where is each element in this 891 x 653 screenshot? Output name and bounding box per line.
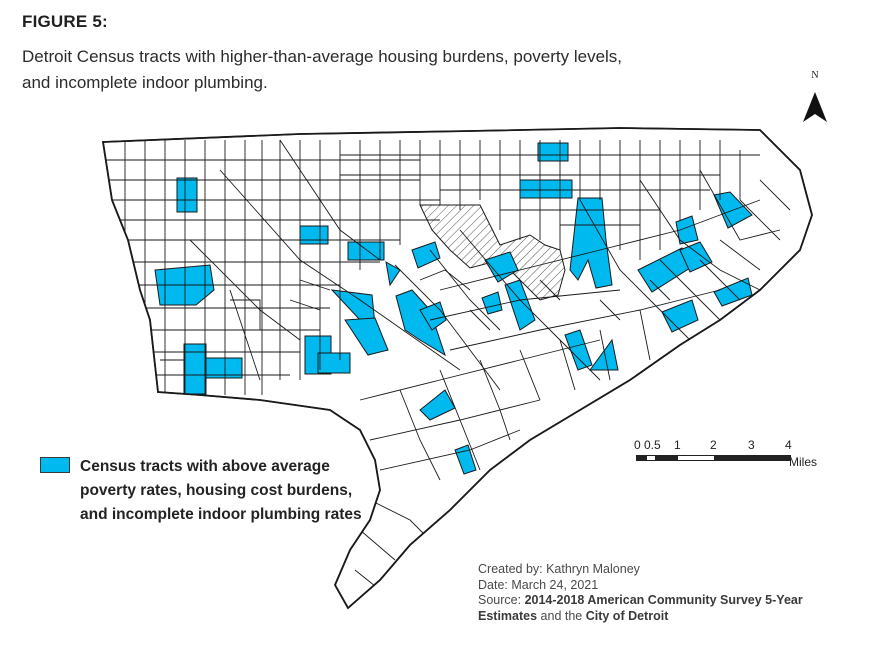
created-by: Created by: Kathryn Maloney	[478, 562, 640, 576]
highlighted-tract	[205, 357, 243, 379]
map-credits: Created by: Kathryn Maloney Date: March …	[478, 562, 868, 624]
highlighted-tract	[344, 317, 389, 356]
highlighted-tract	[569, 197, 613, 289]
scale-segment	[646, 455, 656, 461]
scale-segment	[656, 455, 677, 461]
highlighted-tract	[519, 179, 573, 199]
north-letter: N	[811, 70, 819, 81]
scale-tick-3: 3	[748, 438, 755, 452]
scale-tick-0-5: 0.5	[644, 438, 661, 452]
figure-caption: Detroit Census tracts with higher-than-a…	[22, 44, 782, 96]
scale-tick-1: 1	[674, 438, 681, 452]
highlighted-tract	[481, 291, 503, 315]
legend-label: Census tracts with above average poverty…	[80, 458, 362, 523]
legend-swatch	[40, 457, 70, 473]
highlighted-tract	[589, 338, 619, 371]
figure-label: FIGURE 5:	[22, 12, 108, 31]
caption-line-1: Detroit Census tracts with higher-than-a…	[22, 47, 623, 66]
credit-source-cont: Estimates and the City of Detroit	[478, 608, 669, 623]
highlighted-tract	[385, 261, 401, 287]
highlighted-tract	[484, 251, 519, 283]
highlighted-tract	[504, 279, 536, 331]
highlighted-tract	[317, 352, 351, 374]
highlighted-tract	[537, 142, 569, 162]
scale-tick-2: 2	[710, 438, 717, 452]
north-arrow-icon	[803, 92, 827, 122]
highlighted-tract	[411, 241, 441, 269]
scale-tick-4: 4	[785, 438, 792, 452]
highlighted-tract	[564, 329, 593, 371]
scale-segment	[636, 455, 646, 461]
highlighted-tract	[675, 215, 699, 245]
excluded-area-hatch	[419, 204, 566, 301]
scale-tick-0: 0	[634, 438, 641, 452]
caption-line-2: and incomplete indoor plumbing.	[22, 73, 268, 92]
credit-source: Source: 2014-2018 American Community Sur…	[478, 593, 803, 607]
highlighted-tract	[183, 343, 207, 395]
scale-unit: Miles	[789, 455, 818, 469]
scale-segment	[715, 455, 791, 461]
highlighted-tract	[395, 289, 446, 357]
scale-bar: 0 0.5 1 2 3 4 Miles	[634, 438, 844, 478]
city-border	[101, 127, 813, 610]
north-arrow: N	[798, 70, 832, 81]
highlighted-tract	[661, 299, 699, 333]
highlighted-tract	[347, 241, 385, 261]
highlighted-tract	[176, 177, 198, 213]
scale-segment	[677, 455, 715, 461]
credit-date: Date: March 24, 2021	[478, 577, 599, 592]
tract-boundaries	[103, 139, 791, 591]
highlighted-tract	[299, 225, 329, 245]
